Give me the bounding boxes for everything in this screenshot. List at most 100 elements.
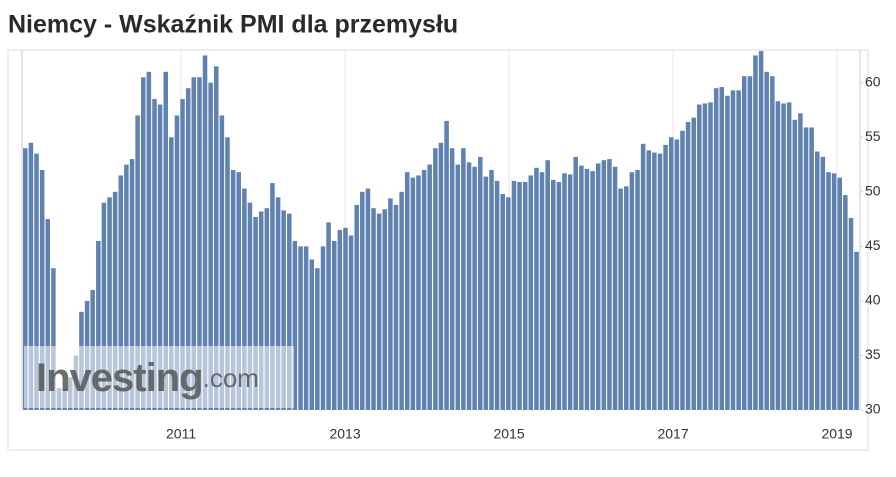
x-tick-label: 2013: [329, 426, 360, 442]
bar: [461, 148, 466, 410]
bar: [618, 188, 623, 410]
bar: [129, 159, 135, 410]
bar: [556, 182, 562, 410]
bar: [438, 142, 444, 410]
bar: [449, 148, 455, 410]
bar: [45, 219, 51, 410]
bar: [545, 160, 550, 410]
bar: [163, 71, 169, 411]
bar: [697, 104, 702, 410]
bar: [416, 175, 421, 410]
bar: [601, 160, 607, 410]
watermark-suffix: .com: [203, 363, 259, 393]
bar: [708, 102, 713, 410]
x-tick-label: 2019: [821, 426, 852, 442]
y-tick-label: 45: [865, 237, 881, 253]
bar: [809, 127, 814, 411]
bar: [719, 87, 725, 410]
bar: [34, 153, 39, 411]
bar: [348, 235, 354, 410]
bar: [399, 191, 404, 410]
bar: [213, 66, 219, 410]
bar: [837, 177, 843, 410]
bar: [562, 173, 567, 410]
bar: [433, 148, 438, 410]
bar: [51, 268, 56, 410]
bar: [646, 150, 652, 410]
bar: [275, 197, 281, 410]
bar: [590, 171, 595, 410]
bar: [309, 259, 315, 410]
bar: [815, 151, 820, 411]
bar: [169, 137, 174, 411]
bar: [725, 95, 730, 411]
x-tick-label: 2017: [657, 426, 688, 442]
bar: [652, 152, 657, 410]
bar: [758, 51, 764, 410]
bar: [39, 170, 45, 410]
bar: [534, 167, 539, 410]
bar: [264, 208, 270, 410]
bar: [208, 82, 213, 411]
bar: [112, 191, 118, 410]
bar: [730, 90, 736, 410]
bar: [781, 103, 786, 411]
bar: [584, 168, 590, 410]
bar: [506, 197, 511, 410]
bar: [331, 240, 337, 410]
bar: [466, 162, 472, 410]
bar: [410, 177, 416, 410]
bar: [118, 175, 124, 410]
bar: [141, 77, 146, 410]
bar: [253, 216, 258, 410]
bar: [685, 122, 691, 410]
bar: [500, 194, 506, 410]
bar: [517, 182, 522, 410]
bar: [202, 55, 208, 411]
bar: [230, 170, 236, 410]
bar: [657, 153, 663, 411]
bar: [472, 166, 477, 410]
chart-title: Niemcy - Wskaźnik PMI dla przemysłu: [8, 11, 458, 39]
bar: [247, 202, 253, 410]
bar: [528, 175, 534, 410]
bar: [612, 166, 618, 410]
bar: [607, 159, 612, 410]
bar: [629, 172, 635, 410]
bar: [337, 230, 343, 410]
bar: [848, 218, 854, 410]
bar: [444, 120, 449, 410]
frame: [7, 49, 869, 451]
bar: [101, 202, 107, 410]
bar: [303, 246, 309, 410]
x-tick-label: 2011: [166, 426, 196, 442]
bar: [775, 101, 781, 410]
bar: [691, 117, 696, 411]
bar: [287, 213, 292, 410]
watermark: Investing.com: [36, 356, 259, 400]
bar: [826, 172, 831, 410]
bar: [135, 115, 140, 411]
bar: [236, 172, 241, 410]
bar: [124, 164, 129, 410]
bar: [579, 165, 584, 410]
bar: [595, 163, 601, 410]
bar: [28, 142, 34, 410]
bar: [573, 156, 578, 410]
bar: [792, 119, 798, 411]
bar: [483, 176, 489, 410]
bar: [786, 102, 792, 410]
bar: [522, 182, 528, 410]
bar: [382, 209, 388, 410]
bar: [421, 170, 427, 410]
bar: [567, 174, 573, 410]
bar: [854, 251, 859, 410]
bar: [197, 77, 202, 410]
bar: [511, 180, 517, 410]
y-tick-label: 50: [865, 183, 881, 199]
bar: [107, 197, 112, 410]
bar: [315, 268, 320, 410]
y-tick-label: 55: [865, 128, 881, 144]
bar: [365, 188, 371, 410]
